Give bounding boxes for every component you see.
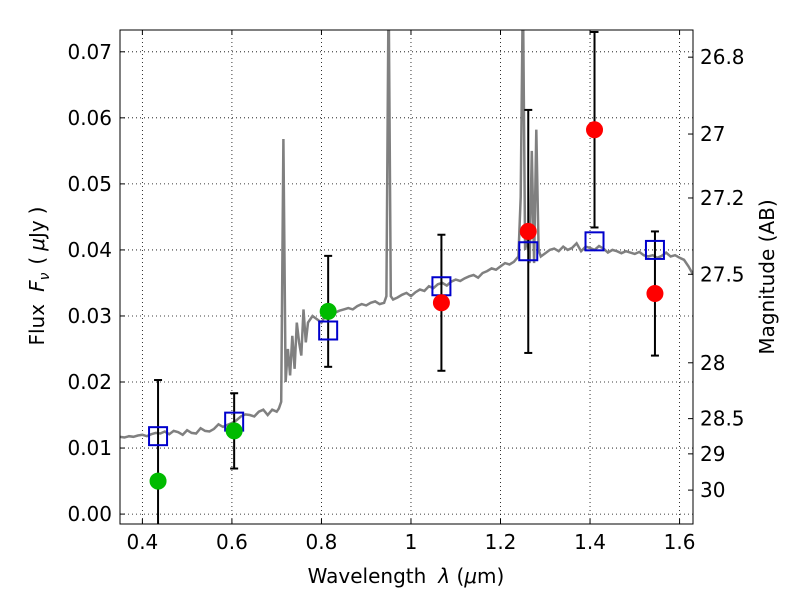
model-photometry-square	[584, 231, 605, 252]
mag-tick-label: 29	[700, 442, 725, 466]
mag-tick-label: 27.5	[700, 262, 745, 286]
mag-tick-label: 28.5	[700, 407, 745, 431]
model-spectrum-line	[120, 30, 693, 439]
model-photometry-square	[318, 320, 339, 341]
error-bars	[154, 30, 659, 524]
x-tick-label: 1.6	[664, 530, 696, 554]
x-tick-label: 1	[405, 530, 418, 554]
y-tick-label: 0.00	[67, 502, 112, 526]
optical-flux-point	[149, 472, 167, 490]
y-tick-label: 0.02	[67, 370, 112, 394]
x-tick-label: 0.6	[216, 530, 248, 554]
y-axis-title: FluxFν(μJy)	[25, 206, 53, 345]
mag-tick-label: 28	[700, 351, 725, 375]
model-photometry-square	[644, 239, 665, 260]
axis-ticks	[120, 30, 693, 524]
x-tick-label: 0.8	[306, 530, 338, 554]
optical-flux-point	[225, 422, 243, 440]
y-tick-label: 0.04	[67, 238, 112, 262]
mag-tick-label: 27.2	[700, 186, 745, 210]
model-photometry-square	[518, 241, 539, 262]
x-tick-label: 1.2	[485, 530, 517, 554]
mag-tick-label: 30	[700, 478, 725, 502]
plot-frame	[119, 29, 694, 525]
y-tick-label: 0.07	[67, 40, 112, 64]
mag-tick-label: 26.8	[700, 45, 745, 69]
y-tick-label: 0.05	[67, 172, 112, 196]
nir-flux-point	[519, 222, 537, 240]
grid-lines	[120, 30, 693, 524]
mag-tick-label: 27	[700, 122, 725, 146]
x-axis-title: Wavelength λ (μm)	[308, 564, 505, 588]
x-tick-label: 0.4	[126, 530, 158, 554]
y-axis-right-title: Magnitude (AB)	[755, 199, 779, 354]
nir-flux-point	[586, 121, 604, 139]
data-markers	[148, 121, 665, 490]
y-tick-label: 0.01	[67, 436, 112, 460]
optical-flux-point	[319, 302, 337, 320]
model-photometry-square	[148, 426, 169, 447]
x-tick-label: 1.4	[574, 530, 606, 554]
y-tick-label: 0.06	[67, 106, 112, 130]
nir-flux-point	[432, 294, 450, 312]
y-tick-label: 0.03	[67, 304, 112, 328]
nir-flux-point	[646, 285, 664, 303]
